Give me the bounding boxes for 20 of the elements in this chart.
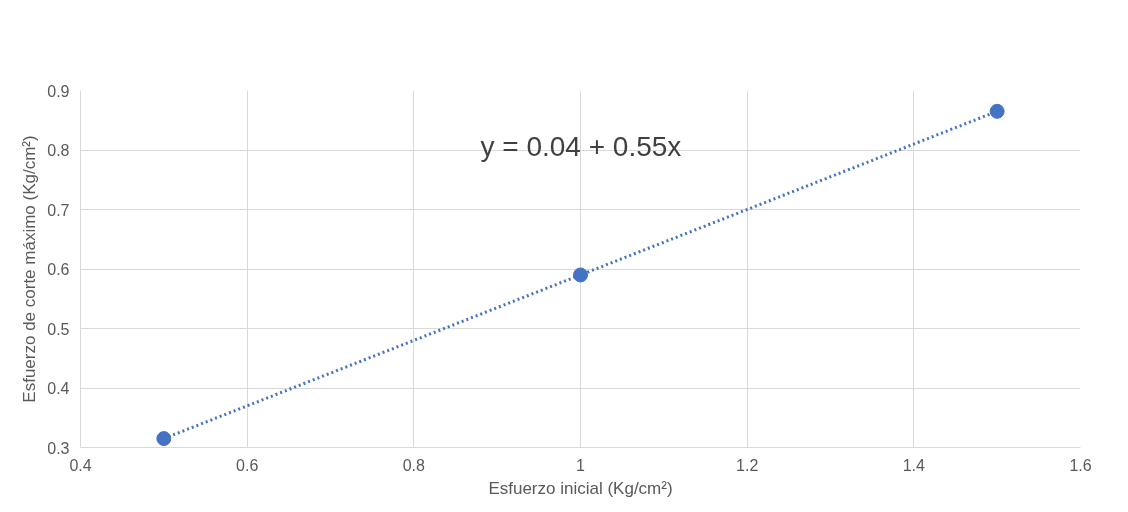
x-axis-title: Esfuerzo inicial (Kg/cm²) <box>488 478 673 498</box>
y-tick-label: 0.7 <box>47 201 70 219</box>
y-tick-label: 0.3 <box>47 439 70 457</box>
y-axis-title: Esfuerzo de corte máximo (Kg/cm²) <box>20 135 40 403</box>
point <box>989 103 1005 119</box>
x-tick-label: 1.6 <box>1069 456 1092 474</box>
y-tick-label: 0.9 <box>47 82 70 100</box>
y-tick-label: 0.5 <box>47 320 70 338</box>
x-tick-label: 1.4 <box>902 456 926 474</box>
annotation: y = 0.04 + 0.55x <box>480 130 682 162</box>
x-tick-label: 0.4 <box>69 456 92 474</box>
point <box>156 431 172 447</box>
y-tick-label: 0.8 <box>47 142 70 159</box>
y-tick-label: 0.6 <box>47 261 70 278</box>
x-tick-label: 1 <box>576 456 586 474</box>
x-tick-label: 0.8 <box>402 456 426 474</box>
x-tick-label: 1.2 <box>736 456 759 474</box>
x-tick-label: 0.6 <box>236 456 259 474</box>
point <box>573 267 588 283</box>
y-tick-label: 0.4 <box>47 380 70 397</box>
